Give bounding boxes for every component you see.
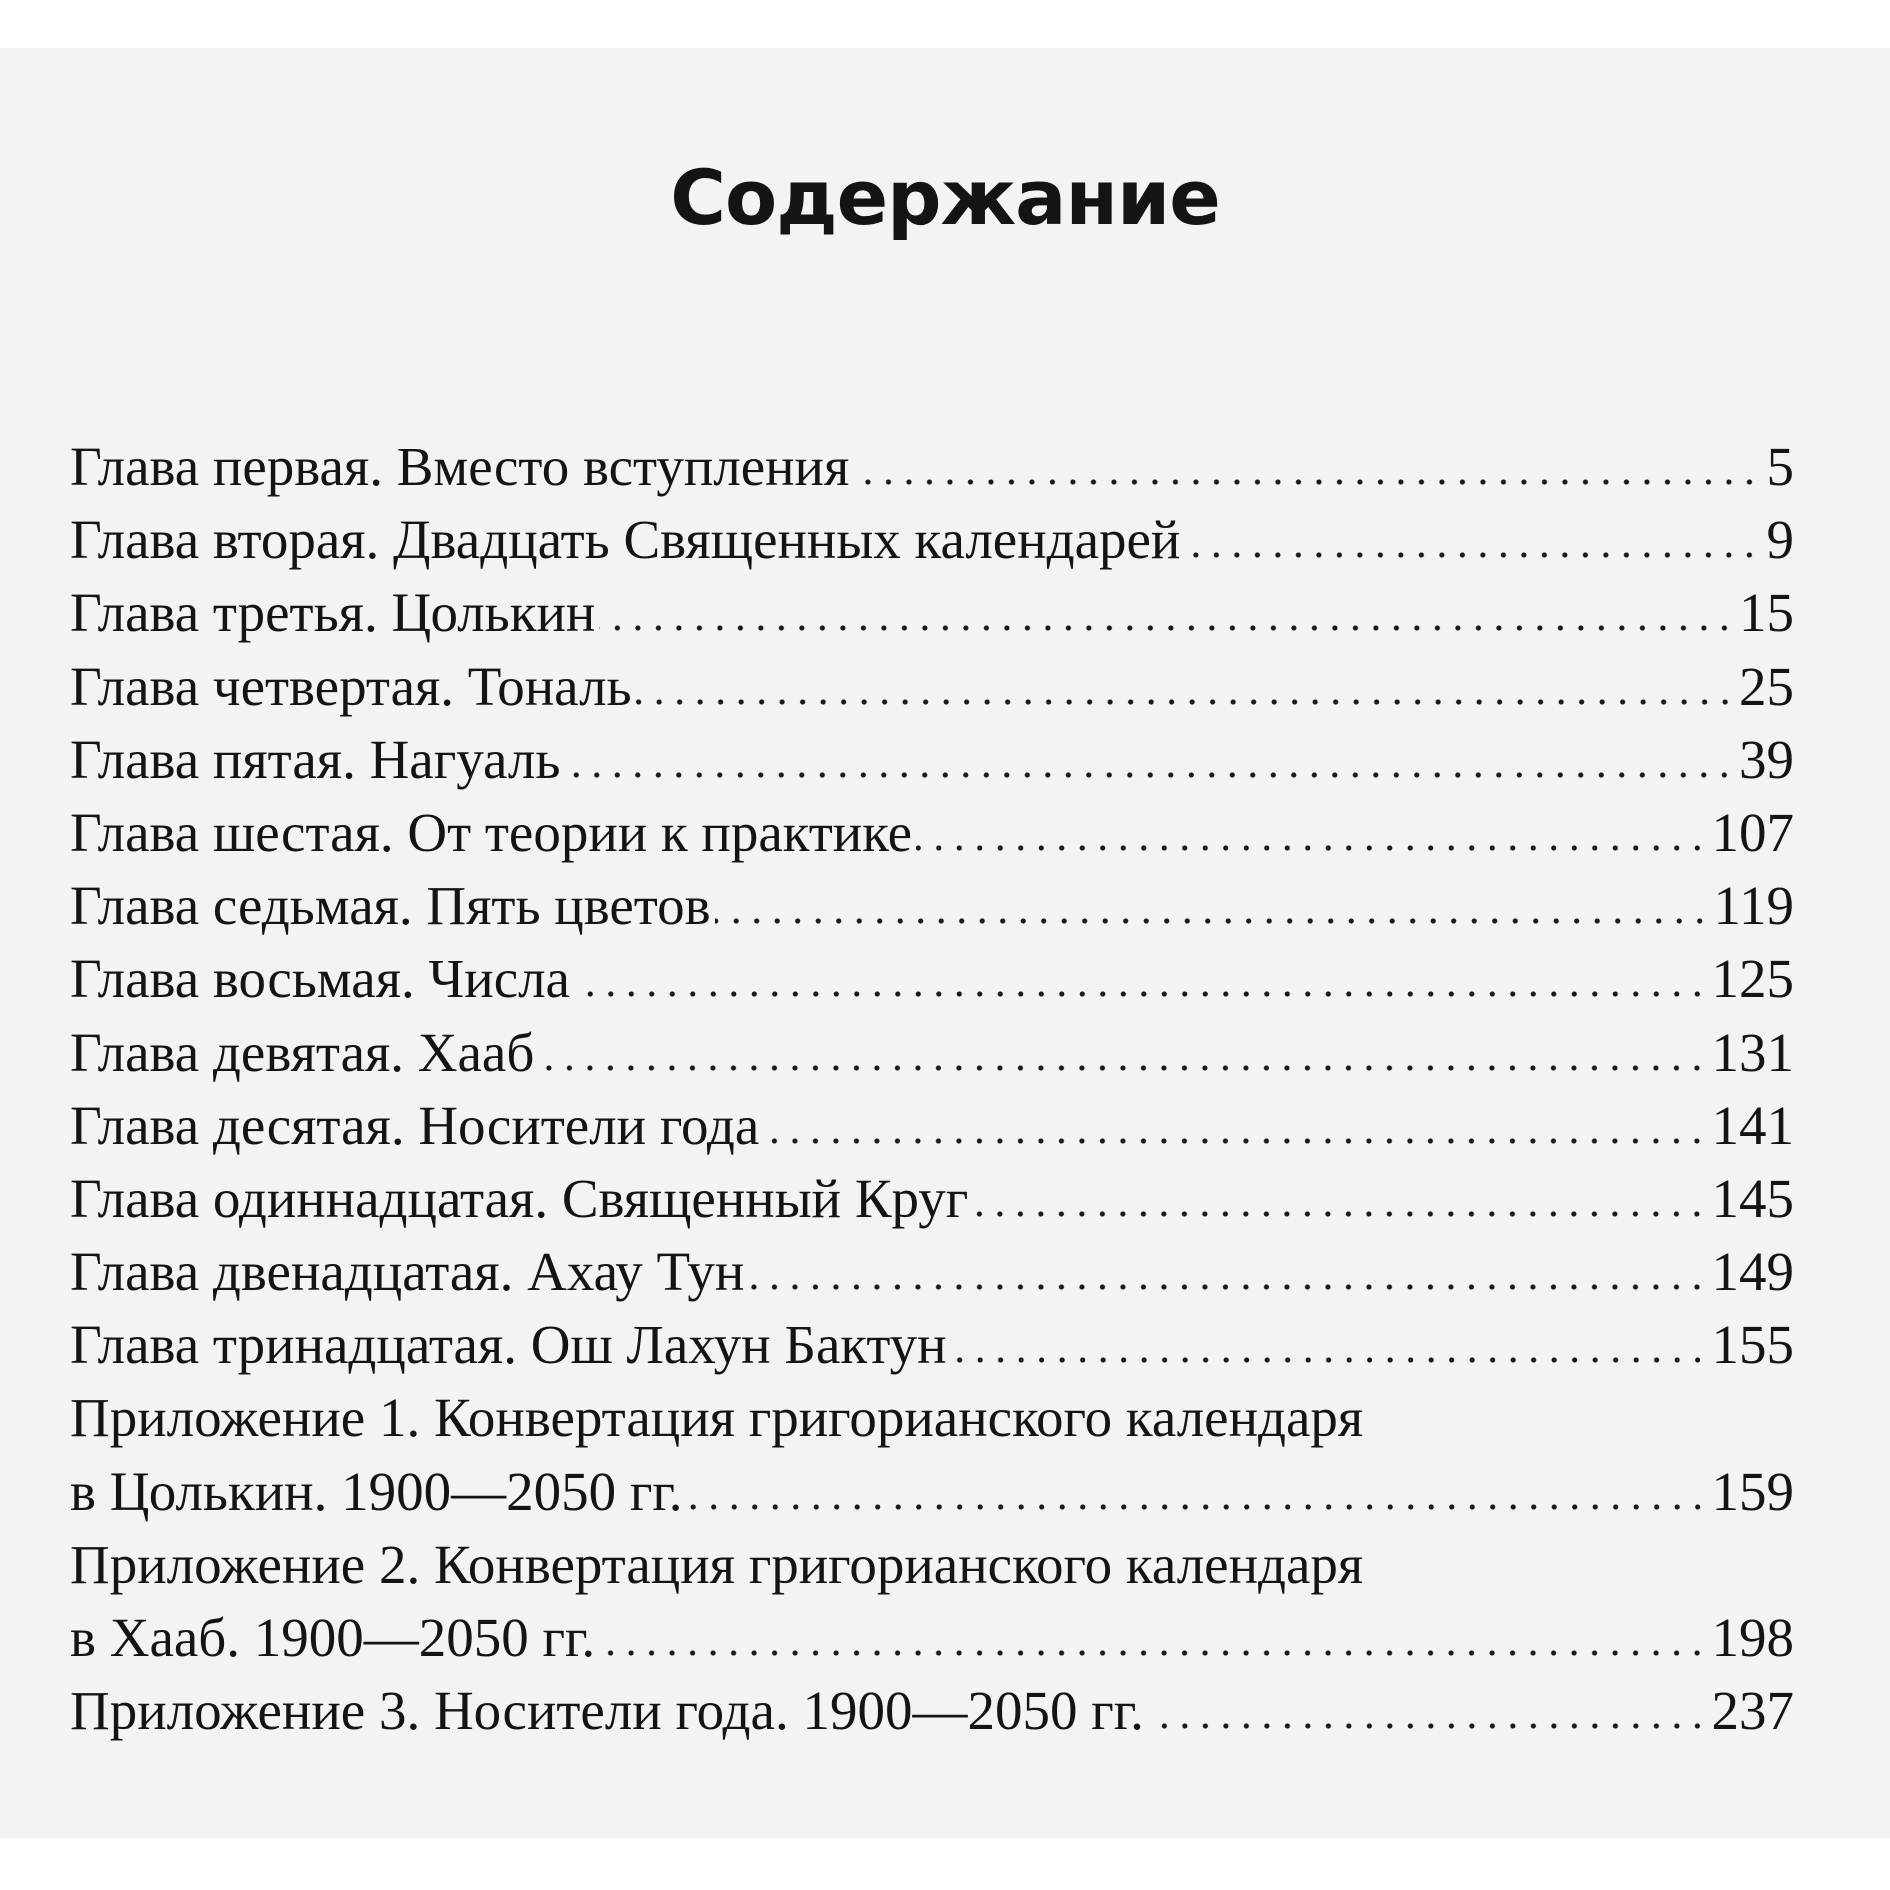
- entry-title: Глава шестая. От теории к практике: [70, 801, 912, 863]
- entry-title: Глава пятая. Нагуаль: [70, 728, 561, 790]
- entry-title: Глава третья. Цолькин: [70, 582, 596, 644]
- dot-leader: [1147, 1723, 1708, 1730]
- toc-entry-line: в Цолькин. 1900—2050 гг. 159: [70, 1455, 1794, 1528]
- entry-title-continued: в Хааб. 1900—2050 гг.: [70, 1607, 596, 1668]
- page-number: 159: [1711, 1460, 1795, 1522]
- toc-entry: Глава девятая. Хааб 131: [70, 1016, 1794, 1089]
- page-number: 198: [1711, 1607, 1795, 1668]
- entry-title: Приложение 1. Конвертация григорианского…: [70, 1387, 1364, 1449]
- dot-leader: [853, 479, 1760, 485]
- page-number: 145: [1711, 1167, 1795, 1229]
- page-number: 25: [1739, 655, 1794, 717]
- entry-title: Глава двенадцатая. Ахау Тун: [70, 1241, 745, 1303]
- toc-entry: Глава первая. Вместо вступления 5: [70, 430, 1794, 503]
- toc-entry: Глава десятая. Носители года 141: [70, 1089, 1794, 1162]
- toc-entry: Глава шестая. От теории к практике 107: [70, 796, 1794, 869]
- toc-entry: Глава восьмая. Числа 125: [70, 942, 1794, 1015]
- dot-leader: [538, 1064, 1708, 1071]
- toc-entry: Глава тринадцатая. Ош Лахун Бактун 155: [70, 1308, 1794, 1381]
- dot-leader: [686, 1503, 1708, 1510]
- entry-title: Глава вторая. Двадцать Священных календа…: [70, 509, 1181, 571]
- dot-leader: [714, 918, 1710, 925]
- dot-leader: [599, 625, 1735, 632]
- entry-title: Глава четвертая. Тональ: [70, 655, 632, 717]
- dot-leader: [763, 1137, 1708, 1144]
- toc-entry: Глава третья. Цолькин 15: [70, 576, 1794, 649]
- entry-title: Приложение 3. Носители года. 1900—2050 г…: [70, 1680, 1144, 1742]
- dot-leader: [916, 844, 1708, 851]
- page-title: Содержание: [670, 153, 1221, 242]
- page-number: 15: [1739, 582, 1794, 644]
- page-number: 119: [1713, 875, 1794, 937]
- dot-leader: [564, 771, 1735, 778]
- toc-entry: Глава четвертая. Тональ 25: [70, 650, 1794, 723]
- entry-title: Глава первая. Вместо вступления: [70, 436, 850, 497]
- dot-leader: [573, 991, 1708, 998]
- page-number: 107: [1711, 801, 1795, 863]
- toc-entry-line: в Хааб. 1900—2050 гг. 198: [70, 1601, 1794, 1674]
- entry-title: Глава одиннадцатая. Священный Круг: [70, 1167, 969, 1229]
- page-number: 155: [1711, 1314, 1795, 1376]
- book-page: Содержание Глава первая. Вместо вступлен…: [0, 48, 1890, 1838]
- entry-title: Приложение 2. Конвертация григорианского…: [70, 1533, 1364, 1595]
- page-number: 5: [1766, 436, 1795, 497]
- page-number: 125: [1711, 948, 1795, 1010]
- dot-leader: [748, 1284, 1708, 1291]
- toc-entry: Глава седьмая. Пять цветов 119: [70, 869, 1794, 942]
- entry-title: Глава восьмая. Числа: [70, 948, 570, 1010]
- entry-title: Глава десятая. Носители года: [70, 1094, 760, 1156]
- page-number: 131: [1711, 1021, 1795, 1083]
- toc-entry: Глава вторая. Двадцать Священных календа…: [70, 503, 1794, 576]
- dot-leader: [599, 1650, 1708, 1656]
- entry-title: Глава тринадцатая. Ош Лахун Бактун: [70, 1314, 947, 1376]
- entry-title: Глава девятая. Хааб: [70, 1021, 535, 1083]
- toc-entry: Глава одиннадцатая. Священный Круг 145: [70, 1162, 1794, 1235]
- dot-leader: [635, 698, 1735, 705]
- dot-leader: [950, 1357, 1708, 1364]
- page-number: 39: [1739, 728, 1794, 790]
- entry-title: Глава седьмая. Пять цветов: [70, 875, 711, 937]
- dot-leader: [972, 1210, 1708, 1217]
- dot-leader: [1184, 552, 1760, 559]
- toc-entry-line: Приложение 2. Конвертация григорианского…: [70, 1528, 1794, 1601]
- page-number: 149: [1711, 1241, 1795, 1303]
- table-of-contents: Глава первая. Вместо вступления 5 Глава вт…: [70, 430, 1794, 1747]
- toc-entry: Глава пятая. Нагуаль 39: [70, 723, 1794, 796]
- page-number: 237: [1711, 1680, 1795, 1742]
- toc-entry: Глава двенадцатая. Ахау Тун 149: [70, 1235, 1794, 1308]
- toc-entry: Приложение 3. Носители года. 1900—2050 г…: [70, 1674, 1794, 1747]
- page-number: 141: [1711, 1094, 1795, 1156]
- entry-title-continued: в Цолькин. 1900—2050 гг.: [70, 1460, 683, 1522]
- toc-entry-line: Приложение 1. Конвертация григорианского…: [70, 1381, 1794, 1454]
- page-number: 9: [1766, 509, 1795, 571]
